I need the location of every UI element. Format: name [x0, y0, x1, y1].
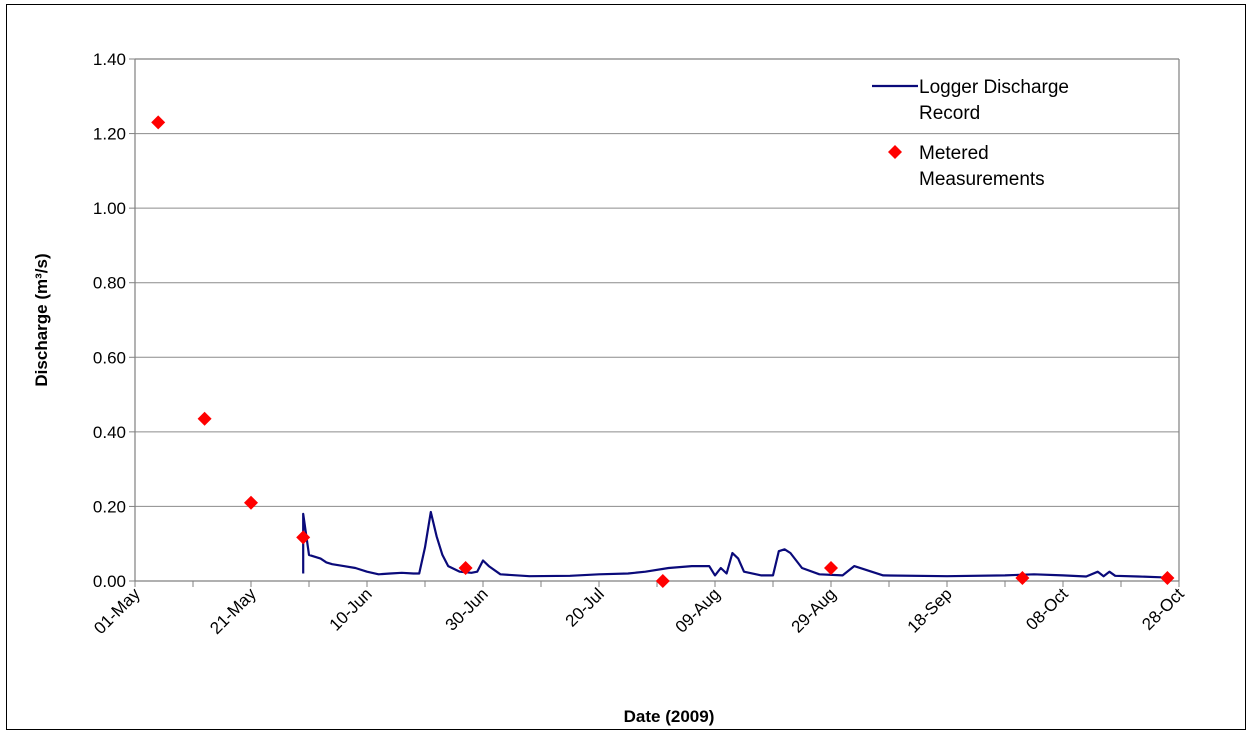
- x-tick-label: 08-Oct: [1022, 584, 1072, 634]
- x-tick-label: 30-Jun: [442, 584, 492, 634]
- metered-measurement-point: [1160, 571, 1175, 586]
- y-tick-labels: 0.00 0.20 0.40 0.60 0.80 1.00 1.20 1.40: [93, 50, 126, 591]
- metered-measurement-point: [197, 411, 212, 426]
- y-tick-label: 0.00: [93, 572, 126, 591]
- chart-frame: [6, 4, 1246, 730]
- x-tick-label: 28-Oct: [1138, 584, 1188, 634]
- metered-measurement-point: [296, 530, 311, 545]
- x-tick-labels: 01-May 21-May 10-Jun 30-Jun 20-Jul 09-Aug 29-A…: [90, 584, 1188, 638]
- x-tick-label: 21-May: [206, 584, 260, 638]
- series: [151, 115, 1175, 588]
- legend-label: Record: [919, 103, 980, 124]
- y-tick-label: 0.20: [93, 497, 126, 516]
- y-tick-label: 0.80: [93, 274, 126, 293]
- metered-measurement-point: [824, 560, 838, 575]
- logger-discharge-line: [302, 510, 1162, 579]
- y-tick-label: 0.60: [93, 348, 126, 367]
- metered-measurement-point: [244, 495, 258, 510]
- legend-label: Logger Discharge: [919, 77, 1069, 98]
- y-tick-label: 1.00: [93, 199, 126, 218]
- legend-label: Metered: [919, 143, 989, 164]
- axes: [129, 58, 1180, 587]
- y-tick-label: 1.40: [93, 50, 126, 69]
- metered-measurement-point: [655, 574, 670, 588]
- y-tick-label: 0.40: [93, 423, 126, 442]
- y-tick-label: 1.20: [93, 125, 126, 144]
- x-tick-label: 10-Jun: [326, 584, 376, 634]
- legend-diamond-symbol: [888, 145, 902, 159]
- metered-measurement-point: [1015, 571, 1030, 586]
- x-tick-label: 01-May: [90, 584, 144, 638]
- x-tick-label: 29-Aug: [788, 584, 840, 636]
- x-axis-title: Date (2009): [624, 707, 715, 726]
- legend-label: Measurements: [919, 169, 1045, 190]
- metered-measurement-point: [458, 560, 473, 575]
- x-tick-label: 09-Aug: [672, 584, 724, 636]
- legend: Logger Discharge Record Metered Measurement…: [872, 77, 1069, 190]
- metered-measurement-point: [151, 115, 166, 130]
- x-tick-label: 18-Sep: [904, 584, 956, 636]
- y-axis-title: Discharge (m³/s): [32, 253, 51, 386]
- x-tick-label: 20-Jul: [562, 584, 608, 630]
- gridlines: [135, 58, 1179, 507]
